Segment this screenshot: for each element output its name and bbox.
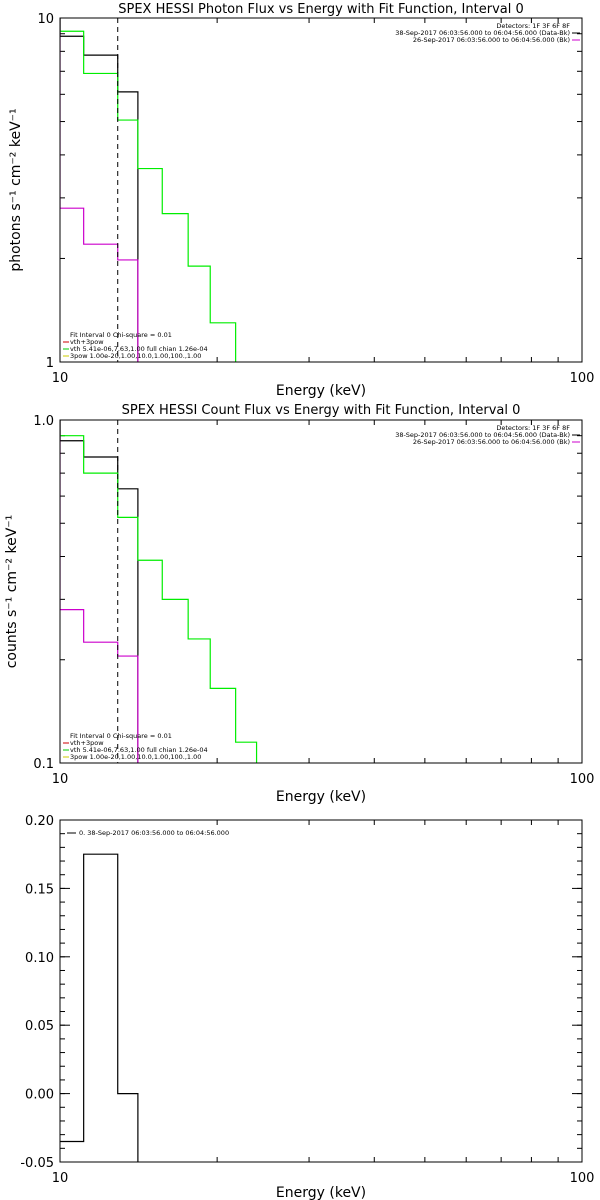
x-axis-label: Energy (keV): [276, 1185, 366, 1200]
plot-area: [60, 853, 139, 1162]
chart-panel-2: SPEX HESSI Count Flux vs Energy with Fit…: [4, 403, 594, 805]
x-tick-label: 100: [570, 1171, 595, 1186]
y-tick-label: 0.10: [25, 951, 54, 966]
y-tick-label: 0.15: [25, 882, 54, 897]
info-text: Detectors: 1F 3F 6F 8F: [496, 22, 570, 30]
plot-area: [60, 18, 237, 362]
info-text: 38-Sep-2017 06:03:56.000 to 06:04:56.000…: [395, 29, 570, 37]
series-2-steps: [60, 420, 258, 763]
chart-panel-3: 10 100 -0.05 0.00 0.05 0.10 0.15 0.20 Energy (ke…: [20, 814, 594, 1200]
info-text: Detectors: 1F 3F 6F 8F: [496, 424, 570, 432]
x-tick-label: 100: [570, 772, 595, 787]
plot-frame: [59, 419, 583, 764]
fit-legend-text: Fit Interval 0 Chi-square = 0.01: [70, 331, 172, 339]
series-2-steps: [60, 18, 237, 362]
info-text: 26-Sep-2017 06:03:56.000 to 06:04:56.000…: [413, 36, 570, 44]
fit-legend-text: 3pow 1.00e-20,1.00,10.0,1.00,100.,1.00: [70, 753, 201, 761]
info-text: 26-Sep-2017 06:03:56.000 to 06:04:56.000…: [413, 438, 570, 446]
series-1-steps: [60, 18, 139, 362]
x-tick-label: 10: [52, 1171, 69, 1186]
fit-legend-text: vth+3pow: [70, 739, 104, 747]
fit-legend-text: 3pow 1.00e-20,1.00,10.0,1.00,100.,1.00: [70, 352, 201, 360]
x-tick-label: 10: [52, 371, 69, 386]
plot-frame: [59, 17, 583, 363]
fit-legend-text: vth 5.41e-06,7.63,1.00 full chian 1.26e-…: [70, 746, 208, 754]
series-1-steps: [60, 420, 139, 763]
fit-legend-text: vth 5.41e-06,7.63,1.00 full chian 1.26e-…: [70, 345, 208, 353]
x-axis-label: Energy (keV): [276, 789, 366, 805]
plot-area: [60, 420, 258, 763]
legend-text: 0. 38-Sep-2017 06:03:56.000 to 06:04:56.…: [79, 829, 229, 837]
y-axis-label: photons s⁻¹ cm⁻² keV⁻¹: [8, 108, 24, 271]
y-tick-label: 0.20: [25, 814, 54, 829]
y-tick-label: 1.0: [33, 414, 54, 429]
fit-legend: Fit Interval 0 Chi-square = 0.01vth+3pow…: [63, 331, 208, 360]
chart-title: SPEX HESSI Photon Flux vs Energy with Fi…: [118, 2, 524, 17]
series-1-steps: [60, 853, 139, 1162]
x-tick-label: 100: [570, 371, 595, 386]
series-3-steps: [60, 420, 139, 763]
y-tick-label: 0.00: [25, 1088, 54, 1103]
y-tick-label: 1: [46, 356, 54, 371]
y-tick-label: 0.05: [25, 1019, 54, 1034]
x-axis-label: Energy (keV): [276, 383, 366, 399]
series-3-steps: [60, 18, 139, 362]
info-text: 38-Sep-2017 06:03:56.000 to 06:04:56.000…: [395, 431, 570, 439]
plot-frame: [59, 819, 583, 1163]
fit-legend-text: vth+3pow: [70, 338, 104, 346]
fit-legend-text: Fit Interval 0 Chi-square = 0.01: [70, 732, 172, 740]
fit-legend: Fit Interval 0 Chi-square = 0.01vth+3pow…: [63, 732, 208, 761]
chart-panel-1: SPEX HESSI Photon Flux vs Energy with Fi…: [8, 2, 594, 399]
y-tick-label: 10: [37, 12, 54, 27]
y-axis-label: counts s⁻¹ cm⁻² keV⁻¹: [4, 515, 20, 669]
chart-title: SPEX HESSI Count Flux vs Energy with Fit…: [122, 403, 521, 418]
y-tick-label: -0.05: [20, 1156, 54, 1171]
y-tick-label: 0.1: [33, 757, 54, 772]
x-tick-label: 10: [52, 772, 69, 787]
